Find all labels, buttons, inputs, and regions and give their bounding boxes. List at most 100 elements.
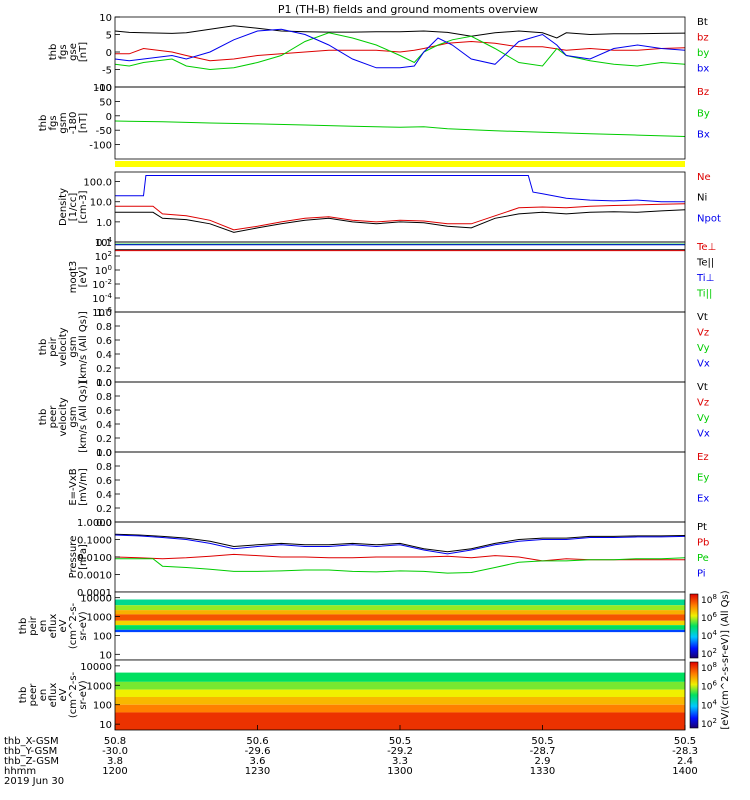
colorbar-tick-exponent: 6 (712, 611, 717, 619)
y-ticks-pressure: 1.0000 0.1000 0.0100 0.0010 0.0001 (77, 518, 120, 599)
y-label-line: en (38, 689, 49, 702)
x-axis-value: 1330 (530, 766, 555, 777)
y-label-line: thb (38, 339, 49, 356)
y-tick-label: 100 (95, 264, 112, 277)
colorbar-tick-exponent: 2 (712, 717, 716, 725)
y-tick-label: 10 (99, 13, 112, 24)
panel-frame (114, 171, 686, 243)
legend-entry: Vt (697, 312, 708, 323)
x-axis-value: 1300 (387, 766, 412, 777)
legend-entry: Vt (697, 382, 708, 393)
x-axis-value: 3.6 (250, 756, 266, 767)
legend-entry: Te|| (696, 258, 714, 269)
y-ticks-peir-velocity: 1.0 0.8 0.6 0.4 0.2 0.0 (96, 308, 120, 389)
colorbar-tick-label: 102 (701, 647, 717, 660)
y-label-line: sr-eV) (78, 680, 89, 709)
y-label-line: (cm^2-s- (68, 671, 79, 718)
legend-peer-velocity: Vt Vz Vy Vx (697, 382, 710, 440)
legend-entry: bx (697, 64, 709, 75)
legend-entry: Te⊥ (696, 242, 716, 253)
y-tick-base: 10 (92, 280, 105, 291)
legend-fgs-gse: Bt bz by bx (697, 17, 709, 75)
x-axis-value: 50.8 (104, 736, 126, 747)
x-axis-value: 1400 (672, 766, 697, 777)
y-tick-label: 0.0 (96, 518, 112, 529)
y-label-line: thb (38, 409, 49, 426)
y-tick-exponent: -6 (105, 306, 113, 314)
x-axis-value: -28.3 (672, 746, 698, 757)
legend-entry: Vy (697, 343, 710, 354)
panel-fgs-gse: 10 5 0 -5 -10 thb fgs gse [nT] Bt bz by bx (48, 13, 709, 94)
legend-entry: Vz (697, 328, 709, 339)
panel-density: 100.0 10.0 1.0 0.1 Density [1/cc] [cm-3] Ne Ni Np… (58, 171, 721, 249)
legend-peir-velocity: Vt Vz Vy Vx (697, 312, 710, 370)
y-label-line: moqt3 (68, 261, 79, 294)
legend-entry: Ex (697, 493, 709, 504)
y-tick-exponent: -2 (105, 278, 112, 286)
legend-entry: Ti|| (696, 289, 712, 300)
y-tick-label: 0.4 (96, 350, 112, 361)
y-label-line: sr-eV) (78, 611, 89, 640)
x-axis-value: 3.3 (392, 756, 408, 767)
x-axis-value: 3.8 (107, 756, 123, 767)
y-label-line: [nT] (78, 113, 89, 133)
colorbar-tick-label: 106 (701, 680, 717, 693)
series-bz (115, 40, 686, 62)
y-tick-label: 1.0 (96, 308, 112, 319)
y-tick-exponent: 2 (108, 250, 112, 258)
colorbar-tick-base: 10 (701, 632, 713, 642)
colorbar-tick-label: 104 (701, 698, 717, 711)
legend-entry: Ti⊥ (696, 273, 714, 284)
series-Bt (114, 25, 686, 39)
colorbar-tick-base: 10 (701, 720, 713, 730)
series-group-temperature (115, 243, 685, 252)
y-label-line: en (38, 620, 49, 633)
y-tick-label: 0.0100 (77, 553, 112, 564)
legend-entry: Ez (697, 452, 709, 463)
colorbar-tick-label: 104 (701, 629, 717, 642)
legend-entry: Ey (697, 473, 709, 484)
y-label-pressure: Pressure [nPa] (68, 536, 89, 579)
spectrogram-band-1 (115, 605, 685, 611)
y-ticks-peir-spectrogram: 10000 1000 100 10 (80, 594, 120, 661)
spectrogram-band-2 (115, 689, 685, 697)
y-tick-label: -10 (96, 83, 112, 94)
legend-entry: Bz (697, 87, 709, 98)
y-label-line: [km/s (All Qs)] (78, 381, 89, 453)
legend-entry: Pb (697, 538, 709, 549)
y-label-line: fgs (58, 44, 69, 59)
y-tick-label: 0.1000 (77, 536, 112, 547)
y-tick-label: -5 (102, 66, 112, 77)
y-tick-exponent: -4 (105, 292, 113, 300)
panel-pressure: 1.0000 0.1000 0.0100 0.0010 0.0001 Pressure [n… (68, 518, 709, 599)
y-tick-base: 10 (95, 238, 108, 249)
y-tick-label: 0.0010 (77, 571, 112, 582)
colorbar-tick-label: 106 (701, 611, 717, 624)
legend-entry: Vx (697, 359, 710, 370)
y-tick-label: 10-2 (92, 278, 112, 291)
y-tick-label: 0.4 (96, 420, 112, 431)
panel-efield: 1.0 0.8 0.6 0.4 0.2 0.0 E=-VxB [mV/m] Ez Ey Ex (68, 448, 709, 529)
panel-frame (114, 241, 686, 313)
x-axis-value: 2.4 (677, 756, 693, 767)
legend-entry: Ni (697, 193, 707, 204)
y-tick-label: 10-6 (92, 306, 112, 319)
colorbar-tick-base: 10 (701, 596, 713, 606)
spectrogram-band-4 (115, 704, 685, 713)
y-label-line: E=-VxB (68, 468, 79, 505)
colorbar-tick-base: 10 (701, 614, 713, 624)
series-group-fgs-gsm (114, 120, 686, 137)
spectrogram-band-3 (115, 614, 685, 621)
y-label-line: [1/cc] (68, 193, 79, 222)
y-tick-base: 10 (92, 294, 105, 305)
y-label-line: thb (18, 687, 29, 704)
series-group-density (115, 175, 686, 233)
colorbar-scale (689, 593, 699, 659)
series-group-fgs-gse (114, 25, 686, 71)
y-label-line: gsm (68, 406, 79, 427)
y-label-line: velocity (58, 327, 69, 366)
y-tick-label: 0.0001 (77, 588, 112, 599)
